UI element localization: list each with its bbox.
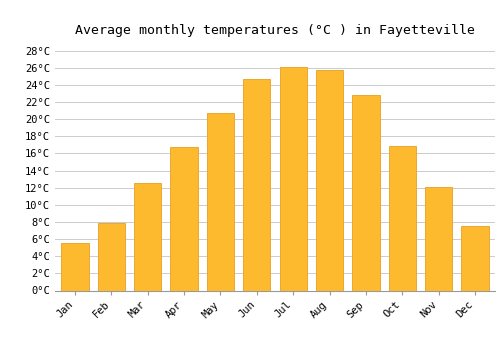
Bar [388,146,416,290]
Bar [134,183,162,290]
Bar [243,79,270,290]
Bar [352,95,380,290]
Bar [425,187,452,290]
Bar [280,67,307,290]
Bar [170,147,198,290]
Bar [98,223,125,290]
Bar [462,226,488,290]
Title: Average monthly temperatures (°C ) in Fayetteville: Average monthly temperatures (°C ) in Fa… [75,24,475,37]
Bar [62,243,88,290]
Bar [316,70,343,290]
Bar [207,113,234,290]
